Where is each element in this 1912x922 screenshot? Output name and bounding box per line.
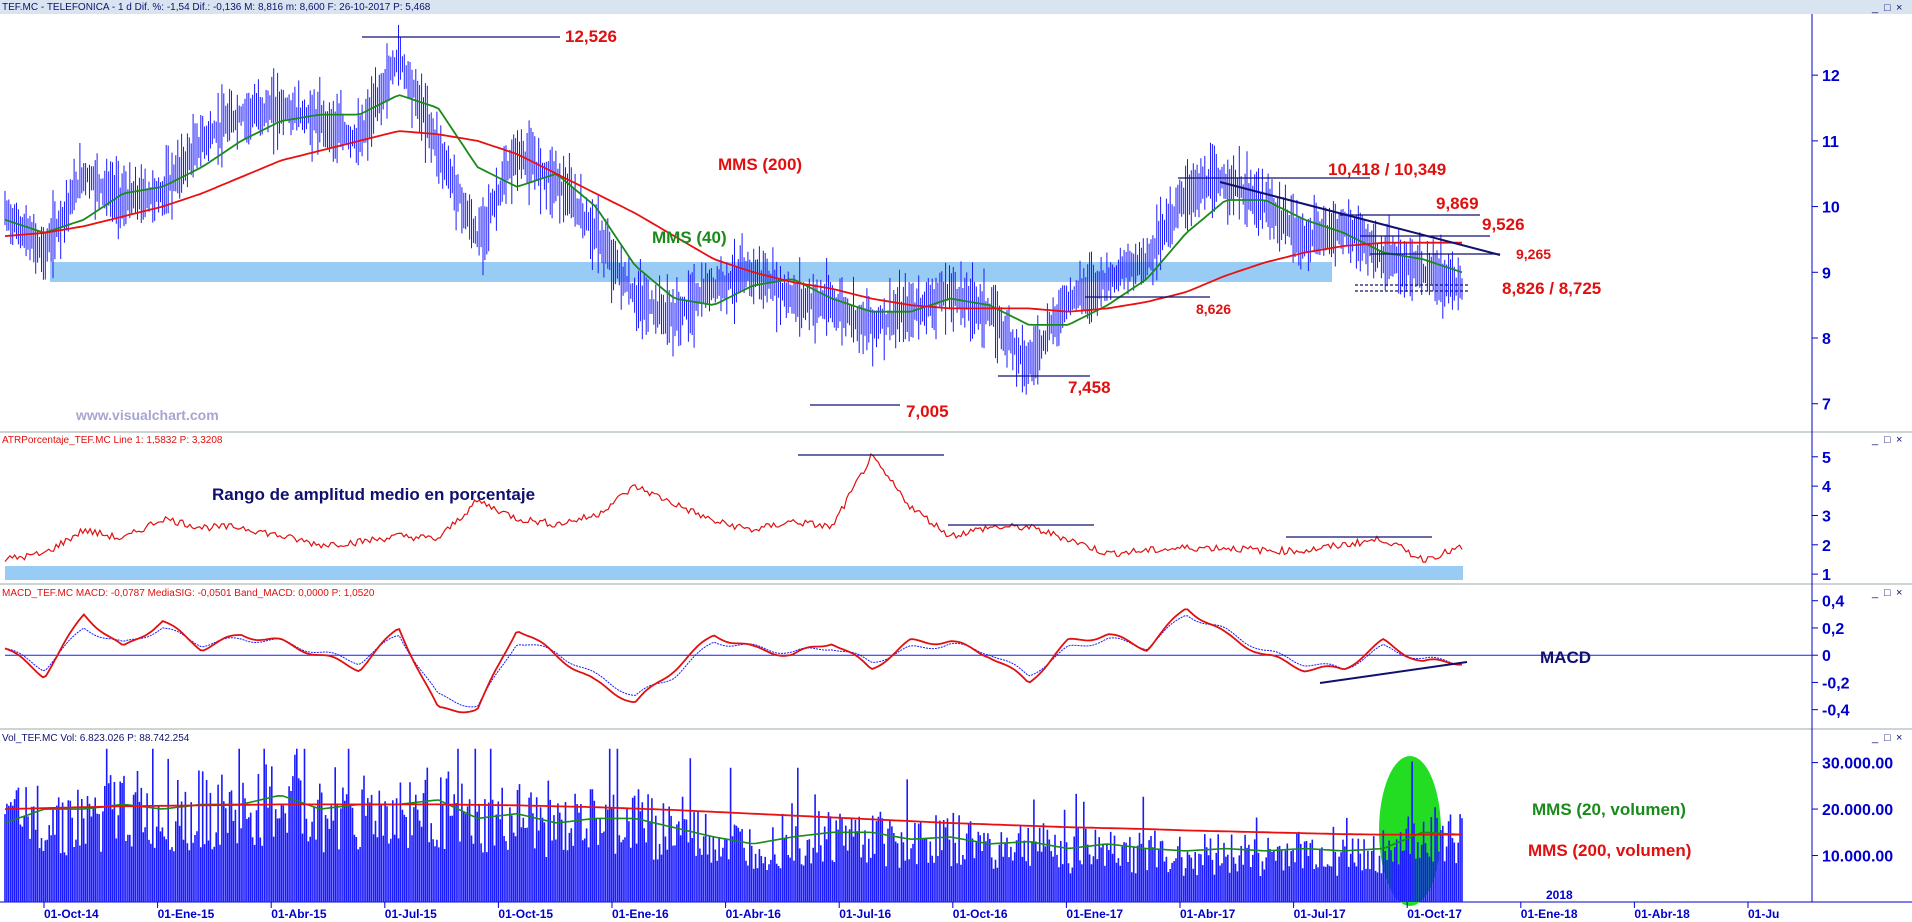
price-y-tick: 11 [1822,134,1839,151]
price-y-tick: 8 [1822,331,1831,348]
label-atr-description: Rango de amplitud medio en porcentaje [212,485,535,504]
volume-y-tick: 30.000.00 [1822,756,1893,773]
atr-y-tick: 3 [1822,508,1831,525]
x-tick-label: 01-Oct-16 [953,907,1008,921]
macd-trend-line [1319,661,1468,684]
label-mms20-volumen: MMS (20, volumen) [1532,800,1686,819]
label-9526: 9,526 [1482,215,1525,234]
x-tick-label: 01-Abr-18 [1634,907,1690,921]
atr-panel-title: ATRPorcentaje_TEF.MC Line 1: 1,5832 P: 3… [2,435,223,446]
x-tick-label: 01-Ene-16 [612,907,669,921]
x-tick-label: 01-Abr-17 [1180,907,1236,921]
volume-bars [4,748,1463,902]
atr-y-tick: 4 [1822,479,1831,496]
x-tick-label: 01-Jul-16 [839,907,891,921]
macd-y-tick: -0,2 [1822,675,1850,692]
label-10418-10349: 10,418 / 10,349 [1328,160,1446,179]
x-tick-label: 01-Jul-15 [385,907,437,921]
vol-panel-title: Vol_TEF.MC Vol: 6.823.026 P: 88.742.254 [2,733,190,744]
maximize-icon[interactable]: □ [1884,434,1891,446]
macd-window-controls[interactable]: _ □ × [1871,587,1902,599]
watermark: www.visualchart.com [75,407,219,423]
x-tick-label: 01-Abr-16 [726,907,782,921]
volume-y-tick: 20.000.00 [1822,802,1893,819]
x-tick-label: 01-Ene-17 [1066,907,1123,921]
downtrend-line [1219,181,1501,256]
label-9265: 9,265 [1516,246,1551,262]
macd-y-tick: -0,4 [1822,703,1850,720]
macd-y-tick: 0,2 [1822,621,1844,638]
label-7458: 7,458 [1068,378,1111,397]
label-8626: 8,626 [1196,301,1231,317]
close-icon[interactable]: × [1896,2,1902,14]
macd-line [4,608,1463,714]
vol-window-controls[interactable]: _ □ × [1871,732,1902,744]
label-12526: 12,526 [565,27,617,46]
x-tick-label: 01-Jul-17 [1294,907,1346,921]
macd-signal-line [4,615,1463,708]
x-tick-label: 01-Abr-15 [271,907,327,921]
atr-panel-header [0,433,1912,445]
price-panel-header [0,0,1912,14]
label-7005: 7,005 [906,402,949,421]
atr-y-tick: 1 [1822,567,1831,584]
atr-window-controls[interactable]: _ □ × [1871,434,1902,446]
price-y-tick: 12 [1822,68,1840,85]
price-y-tick: 9 [1822,265,1831,282]
volume-sma20-line [4,794,1463,852]
minimize-icon[interactable]: _ [1871,732,1879,744]
volume-sma200-line [4,803,1462,836]
atr-baseline-band [5,566,1463,580]
label-8826-8725: 8,826 / 8,725 [1502,279,1601,298]
sma200-line [4,130,1462,313]
x-tick-label: 01-Ene-18 [1521,907,1578,921]
close-icon[interactable]: × [1896,587,1902,599]
price-annotation-lines [362,36,1501,406]
atr-y-tick: 2 [1822,538,1831,555]
macd-panel-title: MACD_TEF.MC MACD: -0,0787 MediaSIG: -0,0… [2,588,375,599]
maximize-icon[interactable]: □ [1884,587,1891,599]
price-panel-title: TEF.MC - TELEFONICA - 1 d Dif. %: -1,54 … [2,2,431,13]
label-mms200: MMS (200) [718,155,802,174]
label-macd: MACD [1540,648,1591,667]
minimize-icon[interactable]: _ [1871,587,1879,599]
price-window-controls[interactable]: _ □ × [1871,2,1902,14]
macd-y-tick: 0 [1822,648,1831,665]
price-y-tick: 7 [1822,397,1831,414]
label-mms200-volumen: MMS (200, volumen) [1528,841,1691,860]
macd-y-tick: 0,4 [1822,594,1844,611]
maximize-icon[interactable]: □ [1884,732,1891,744]
atr-y-tick: 5 [1822,450,1831,467]
macd-panel [4,608,1812,714]
atr-panel [4,452,1463,563]
close-icon[interactable]: × [1896,732,1902,744]
minimize-icon[interactable]: _ [1871,2,1879,14]
price-bars [4,24,1463,395]
year-marker: 2018 [1546,888,1573,902]
volume-panel [4,748,1463,902]
volume-y-tick: 10.000.00 [1822,849,1893,866]
support-band [50,262,1332,282]
axes: 789101112123450,40,20-0,2-0,410.000.0020… [43,68,1893,921]
price-y-tick: 10 [1822,200,1840,217]
maximize-icon[interactable]: □ [1884,2,1891,14]
atr-annotation-lines [798,454,1432,538]
x-tick-label: 01-Oct-15 [498,907,553,921]
x-tick-label: 01-Oct-17 [1407,907,1462,921]
x-tick-label: 01-Ene-15 [158,907,215,921]
sma40-line [4,94,1463,326]
x-tick-label: 01-Oct-14 [44,907,99,921]
minimize-icon[interactable]: _ [1871,434,1879,446]
atr-line [4,452,1463,563]
x-tick-label: 01-Ju [1748,907,1779,921]
label-mms40: MMS (40) [652,228,727,247]
label-9869: 9,869 [1436,194,1479,213]
close-icon[interactable]: × [1896,434,1902,446]
price-panel [4,24,1463,395]
